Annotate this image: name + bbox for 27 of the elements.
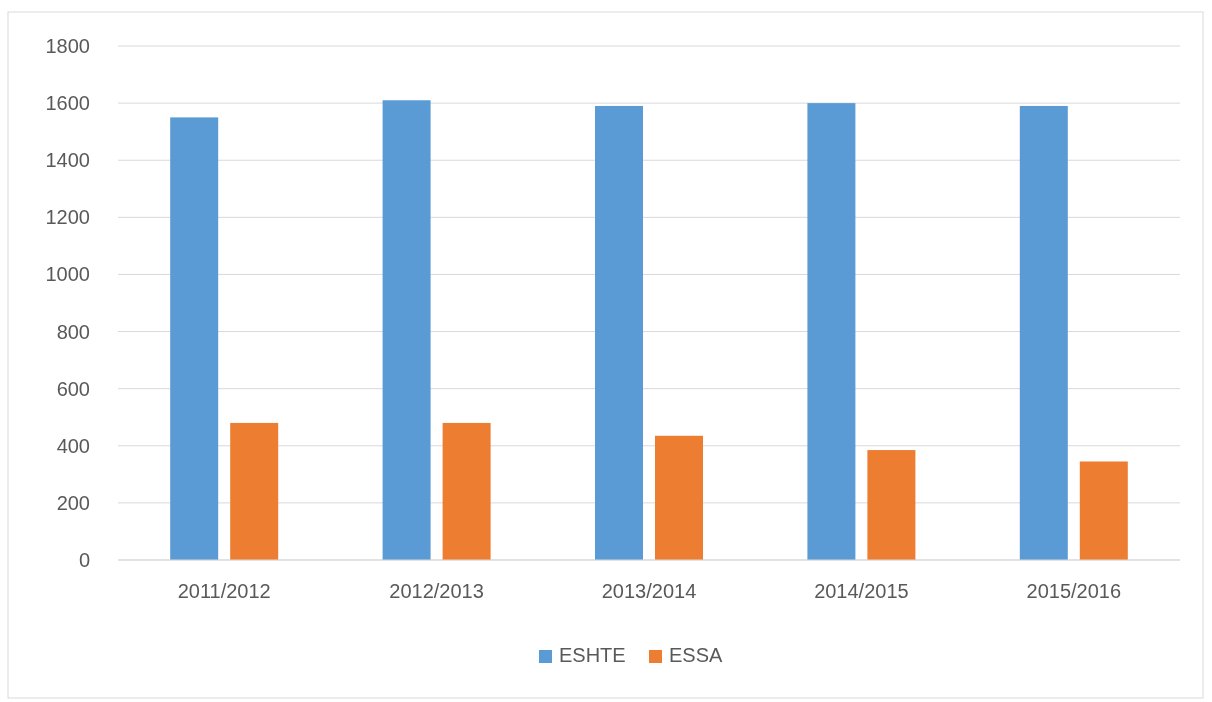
bar [1079, 461, 1128, 560]
y-tick-label: 400 [56, 434, 90, 457]
bar [595, 105, 643, 560]
x-tick-label: 2012/2013 [389, 580, 484, 602]
bar [867, 450, 916, 560]
bar [170, 117, 219, 560]
y-tick-label: 800 [56, 320, 90, 343]
y-tick-label: 1400 [45, 149, 90, 172]
x-tick-label: 2015/2016 [1026, 580, 1122, 602]
x-tick-label: 2011/2012 [177, 580, 271, 602]
bar [655, 435, 703, 560]
bar [382, 100, 431, 560]
y-tick-label: 1000 [45, 263, 90, 286]
y-tick-label: 1600 [45, 92, 90, 115]
y-tick-label: 200 [56, 491, 90, 514]
y-tick-label: 0 [78, 549, 90, 571]
legend-label: ESSA [669, 644, 724, 666]
bar [807, 103, 856, 560]
x-tick-label: 2014/2015 [814, 580, 909, 602]
bar [230, 422, 279, 560]
y-tick-label: 600 [56, 377, 90, 400]
bar [1019, 105, 1068, 560]
x-tick-label: 2013/2014 [601, 580, 697, 602]
bar [442, 422, 491, 560]
y-tick-label: 1800 [45, 35, 90, 57]
legend-label: ESHTE [559, 644, 626, 666]
y-tick-label: 1200 [45, 206, 90, 229]
